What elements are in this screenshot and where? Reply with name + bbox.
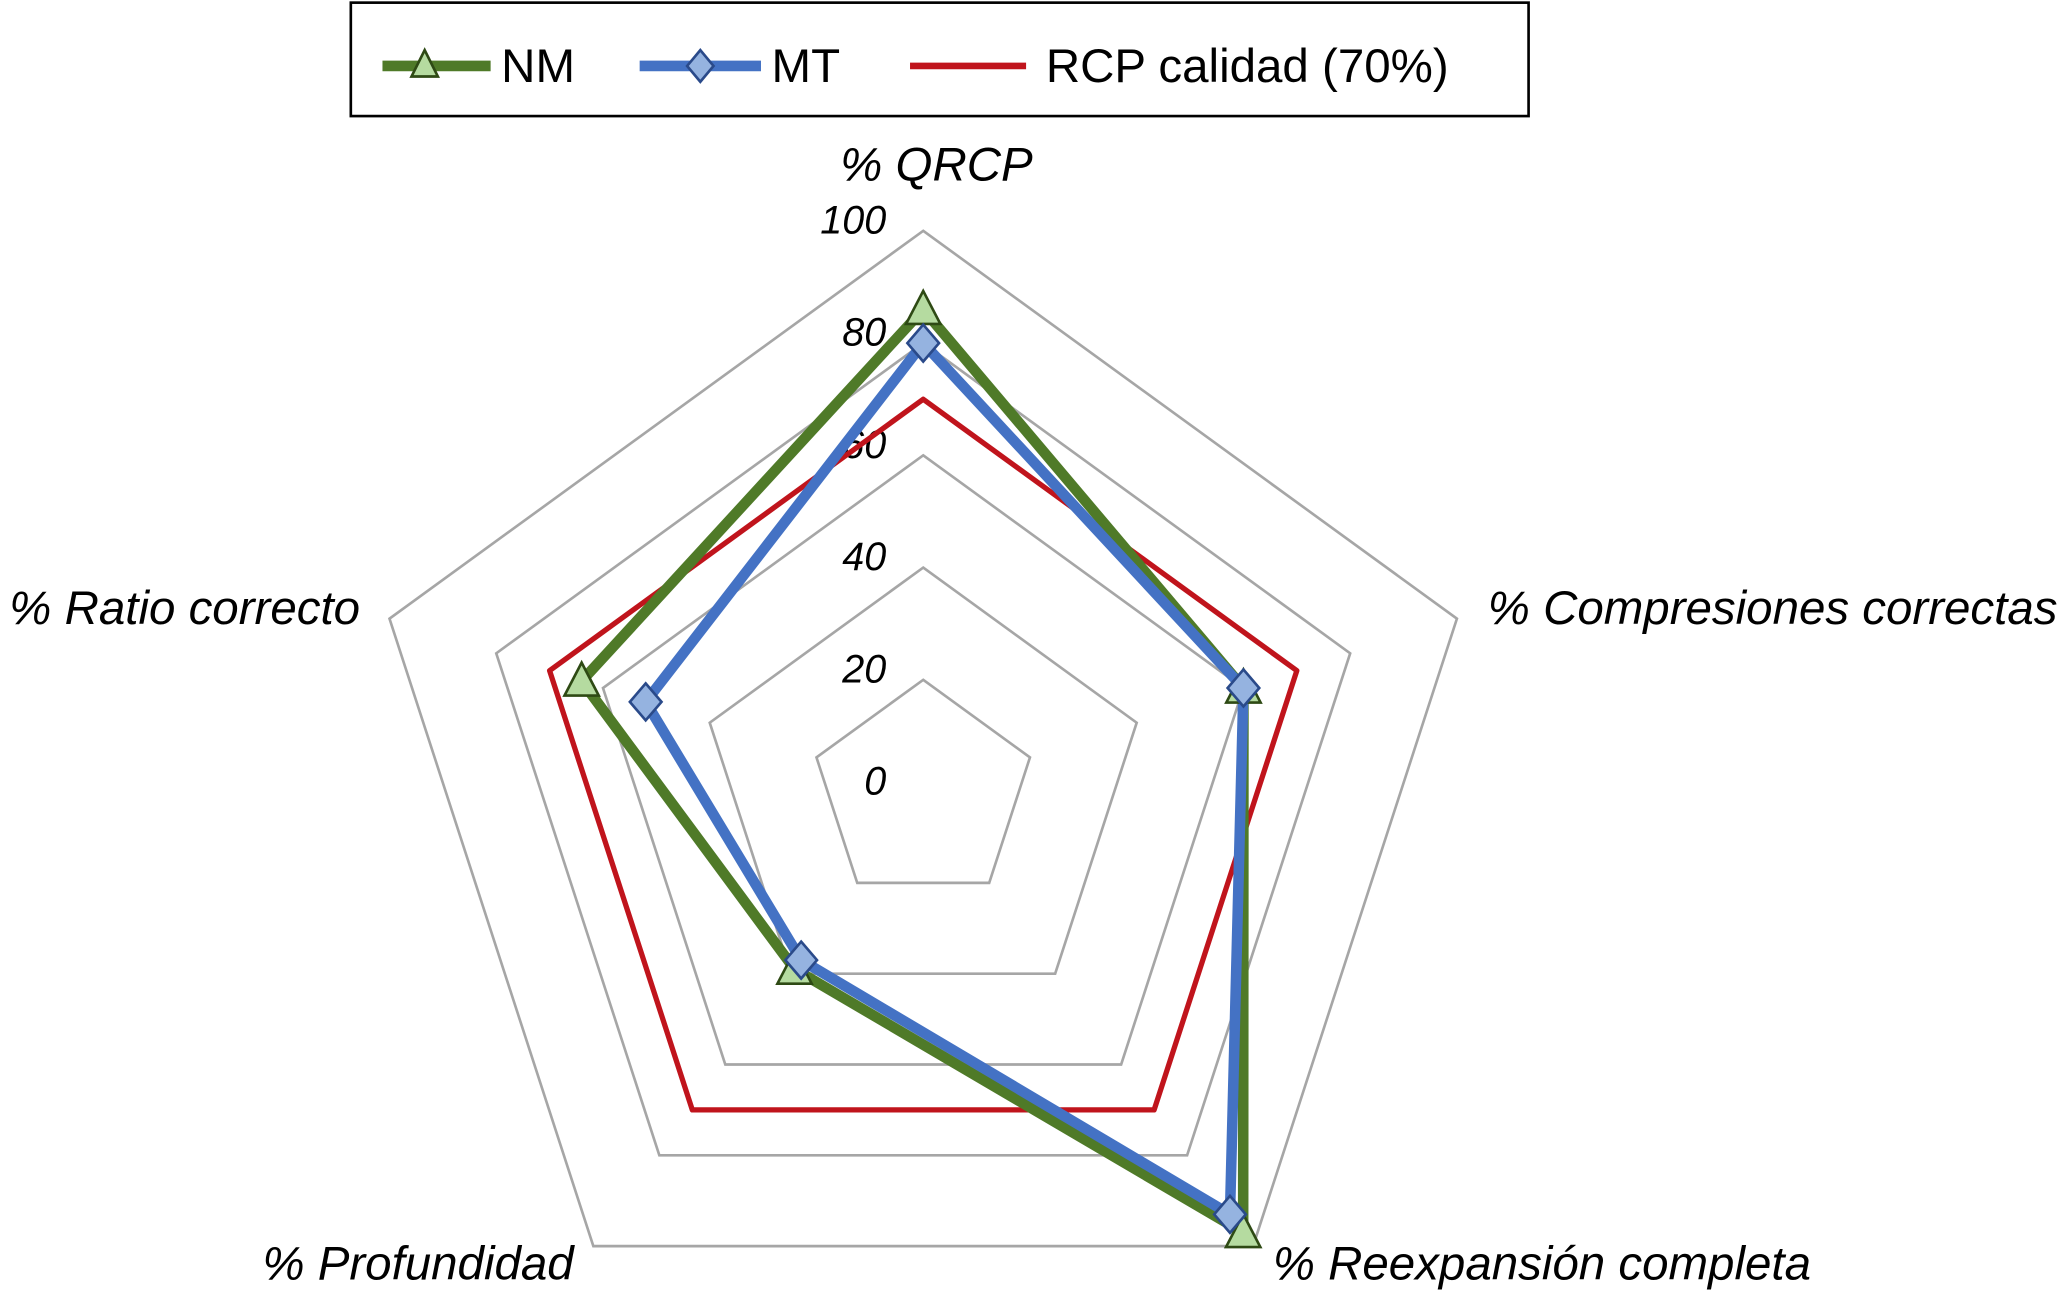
tick-label-0: 0 [864,760,886,804]
legend-marker-mt [685,48,716,84]
tick-label-100: 100 [820,198,886,242]
tick-label-20: 20 [841,647,886,691]
grid-ring-100 [387,229,1459,1248]
axis-label-qrcp: % QRCP [840,139,1033,192]
legend-marker-nm [409,47,441,78]
legend-label-rcp: RCP calidad (70%) [1046,40,1449,93]
data-point-nm-2 [1223,1211,1263,1249]
axis-label-ratio: % Ratio correcto [9,582,360,635]
series-line-rcp [546,396,1300,1113]
legend-label-mt: MT [772,40,841,93]
series-layer [546,288,1300,1249]
data-point-mt-2 [1212,1193,1248,1235]
data-point-mt-4 [628,681,664,723]
axis-label-compresiones: % Compresiones correctas [1488,582,2058,635]
legend-box [349,1,1530,118]
grid-ring-40 [708,565,1139,976]
axis-label-reexpansion: % Reexpansión completa [1273,1237,1811,1290]
legend: NM MT RCP calidad (70%) [349,1,1530,118]
tick-label-80: 80 [842,311,886,355]
grid-ring-20 [814,678,1032,885]
grid-ring-80 [494,341,1352,1157]
data-point-mt-1 [1225,667,1262,709]
grid-rings [387,229,1459,1248]
data-point-mt-3 [783,939,819,981]
axis-labels: % QRCP % Compresiones correctas % Reexpa… [9,139,2057,1290]
tick-label-40: 40 [842,535,886,579]
series-line-mt [640,337,1249,1220]
data-point-nm-0 [903,288,943,326]
legend-label-nm: NM [501,40,575,93]
data-point-mt-0 [905,322,941,364]
grid-ring-60 [601,453,1245,1066]
data-point-nm-4 [562,659,601,697]
series-line-nm [576,304,1249,1238]
axis-label-profundidad: % Profundidad [262,1237,575,1290]
